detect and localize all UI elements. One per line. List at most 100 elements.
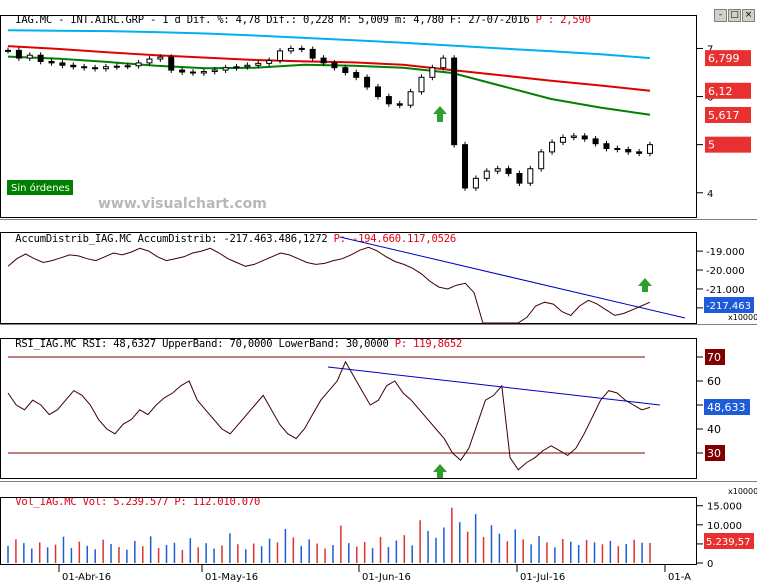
- close-button[interactable]: ×: [742, 9, 755, 22]
- accum-trendline: [339, 236, 686, 319]
- buy-arrow-icon: [433, 106, 447, 122]
- candle-body: [124, 65, 131, 68]
- candle-body: [113, 65, 120, 68]
- candle-body: [429, 67, 436, 78]
- candle-body: [233, 66, 240, 69]
- candle-body: [15, 49, 22, 59]
- candle-body: [581, 135, 588, 140]
- candle-body: [26, 54, 33, 59]
- candle-body: [81, 66, 88, 69]
- rsi-tick-label: 40: [707, 423, 721, 436]
- candle-body: [559, 136, 566, 143]
- candle-body: [603, 143, 610, 150]
- minimize-button[interactable]: -: [714, 9, 727, 22]
- candle-body: [179, 69, 186, 73]
- orders-badge: [7, 180, 73, 195]
- buy-arrow-icon: [638, 278, 652, 292]
- vol-tick-label: 10.000: [707, 521, 742, 532]
- candle-body: [309, 48, 316, 59]
- candle-body: [549, 141, 556, 153]
- candle-body: [353, 72, 360, 78]
- candle-body: [244, 64, 251, 68]
- accum-p-label: P: -194.660.117,0526: [333, 233, 457, 245]
- x-tick-label: 01-Jun-16: [362, 572, 411, 583]
- ma_short-line: [7, 55, 651, 116]
- candle-body: [5, 49, 11, 52]
- price-panel-header: IAG.MC - INT.AIRL.GRP - 1 d Dif. %: 4,78…: [15, 14, 591, 26]
- candle-body: [222, 67, 229, 71]
- vol-scale-note: x10000: [728, 487, 757, 496]
- rsi-panel-frame: [0, 338, 697, 479]
- rsi-p-label: P: 119,8652: [394, 338, 463, 350]
- candle-body: [418, 76, 425, 93]
- accum-title: AccumDistrib_IAG.MC AccumDistrib: -217.4…: [15, 233, 328, 245]
- ma-long-value-label: 6,799: [708, 52, 740, 65]
- price-panel-frame: [0, 15, 697, 218]
- accum-tick-label: -20.000: [706, 266, 745, 277]
- candle-body: [570, 135, 577, 138]
- p-label: P : 2,590: [535, 14, 591, 26]
- candle-body: [472, 177, 479, 189]
- candle-body: [320, 57, 327, 64]
- price-value-label: 5: [708, 139, 715, 152]
- rsi-band-label: 70: [707, 351, 721, 364]
- rsi-tick-label: 60: [707, 375, 721, 388]
- vol-p-label: P: 112.010.070: [174, 496, 261, 508]
- rsi-band-box: [705, 349, 725, 365]
- candle-body: [146, 58, 153, 64]
- vol-tick-label: 0: [707, 559, 713, 570]
- x-tick-label: 01-Abr-16: [62, 572, 111, 583]
- price-value-label-box: [705, 136, 751, 153]
- candle-body: [364, 76, 371, 88]
- candle-body: [135, 62, 142, 67]
- accum-plot: [7, 236, 686, 324]
- price-plot: [5, 29, 653, 191]
- axes-layer: 45676,7996,125,617501-Abr-1601-May-1601-…: [58, 44, 754, 583]
- ma-short-value-label-box: [705, 106, 751, 123]
- candle-body: [157, 56, 164, 60]
- vol-value-label: 5.239,57: [706, 537, 751, 548]
- candle-body: [462, 144, 469, 189]
- x-tick-label: 01-Jul-16: [520, 572, 565, 583]
- candle-body: [298, 47, 305, 50]
- x-tick-label: 01-May-16: [205, 572, 258, 583]
- stats-text: Dif. %: 4,78 Dif.: 0,228 M: 5,009 m: 4,7…: [186, 14, 530, 26]
- candle-body: [342, 67, 349, 74]
- ma_long-line: [7, 29, 651, 60]
- candle-body: [255, 62, 262, 66]
- candle-body: [37, 54, 44, 62]
- x-tick-label: 01-A: [668, 572, 691, 583]
- maximize-button[interactable]: □: [728, 9, 741, 22]
- accum-scale-note: x10000: [728, 313, 757, 322]
- rsi-plot: [7, 356, 661, 478]
- candle-body: [374, 86, 381, 98]
- rsi-band-label: 30: [707, 447, 721, 460]
- candle-body: [168, 56, 175, 71]
- vol-title: Vol_IAG.MC Vol: 5.239.577: [15, 496, 169, 508]
- candle-body: [592, 138, 599, 145]
- candle-body: [102, 66, 109, 70]
- rsi-panel-header: RSI_IAG.MC RSI: 48,6327 UpperBand: 70,00…: [3, 326, 462, 350]
- orders-badge-label: Sin órdenes: [11, 182, 70, 194]
- vol-plot: [7, 507, 651, 563]
- candle-body: [92, 67, 99, 70]
- price-tick-label: 7: [707, 44, 713, 55]
- candle-body: [494, 168, 501, 172]
- candle-body: [483, 170, 490, 179]
- candle-body: [647, 144, 653, 154]
- rsi-line: [7, 360, 651, 471]
- rsi-value-label: 48,633: [707, 401, 746, 414]
- ma-short-value-label: 5,617: [708, 109, 740, 122]
- candle-body: [527, 168, 534, 184]
- symbol-label: IAG.MC: [15, 14, 52, 26]
- candle-body: [451, 57, 458, 146]
- accum-value-box: [704, 297, 754, 313]
- buy-arrow-icon: [433, 464, 447, 478]
- watermark-text: www.visualchart.com: [98, 196, 267, 212]
- vol-panel-header: Vol_IAG.MC Vol: 5.239.577 P: 112.010.070: [3, 484, 260, 508]
- candle-body: [266, 59, 273, 64]
- candle-body: [189, 71, 196, 74]
- candle-body: [200, 71, 207, 74]
